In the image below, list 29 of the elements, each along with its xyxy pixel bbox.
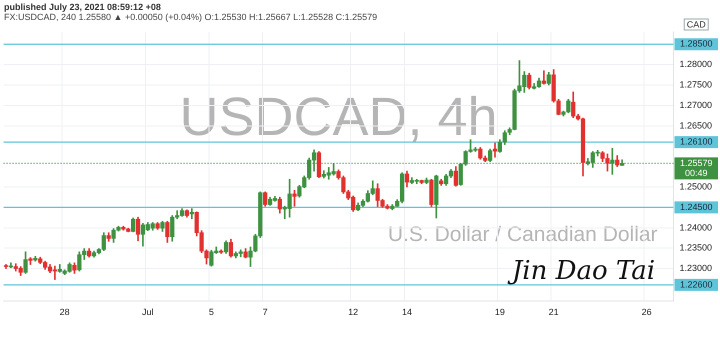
x-tick-label: 26 [642, 307, 652, 318]
x-tick-label: 21 [548, 307, 559, 318]
x-tick-label: 12 [348, 307, 358, 318]
ref-line-label: 1.25579 [680, 158, 713, 168]
candlestick [292, 190, 297, 206]
ref-line-label: 1.24500 [680, 202, 713, 212]
candlestick [492, 142, 498, 158]
y-tick-label: 1.24000 [679, 222, 712, 232]
text: CAD [686, 19, 706, 30]
y-tick-label: 1.26500 [679, 120, 712, 130]
y-tick-label: 1.27500 [679, 80, 712, 90]
y-tick-label: 1.27000 [679, 100, 712, 110]
x-tick-label: Jul [142, 307, 154, 318]
y-tick-label: 1.25000 [679, 181, 712, 192]
ref-line-label: 1.28500 [680, 38, 713, 49]
ref-line-label: 1.26100 [680, 136, 713, 147]
y-tick-label: 1.23500 [679, 242, 712, 253]
text: 00:49 [684, 168, 708, 178]
x-tick-label: 19 [494, 307, 505, 318]
y-tick-label: 1.23000 [679, 263, 712, 274]
x-tick-label: 14 [402, 307, 412, 318]
text: published July 23, 2021 08:59:12 +08 [4, 2, 161, 12]
x-tick-label: 7 [262, 307, 268, 318]
x-tick-label: 28 [60, 307, 70, 318]
ref-line-label: 1.22600 [680, 279, 713, 290]
x-tick-label: 5 [208, 307, 214, 318]
annotation: Jin Dao Tai [506, 256, 656, 286]
y-tick-label: 1.28000 [679, 59, 712, 70]
text: FX:USDCAD, 240 1.25580 ▲ +0.00050 (+0.04%) O:1.25530 H:1.25667 L:1.25528 C:1.25579 [4, 12, 378, 22]
